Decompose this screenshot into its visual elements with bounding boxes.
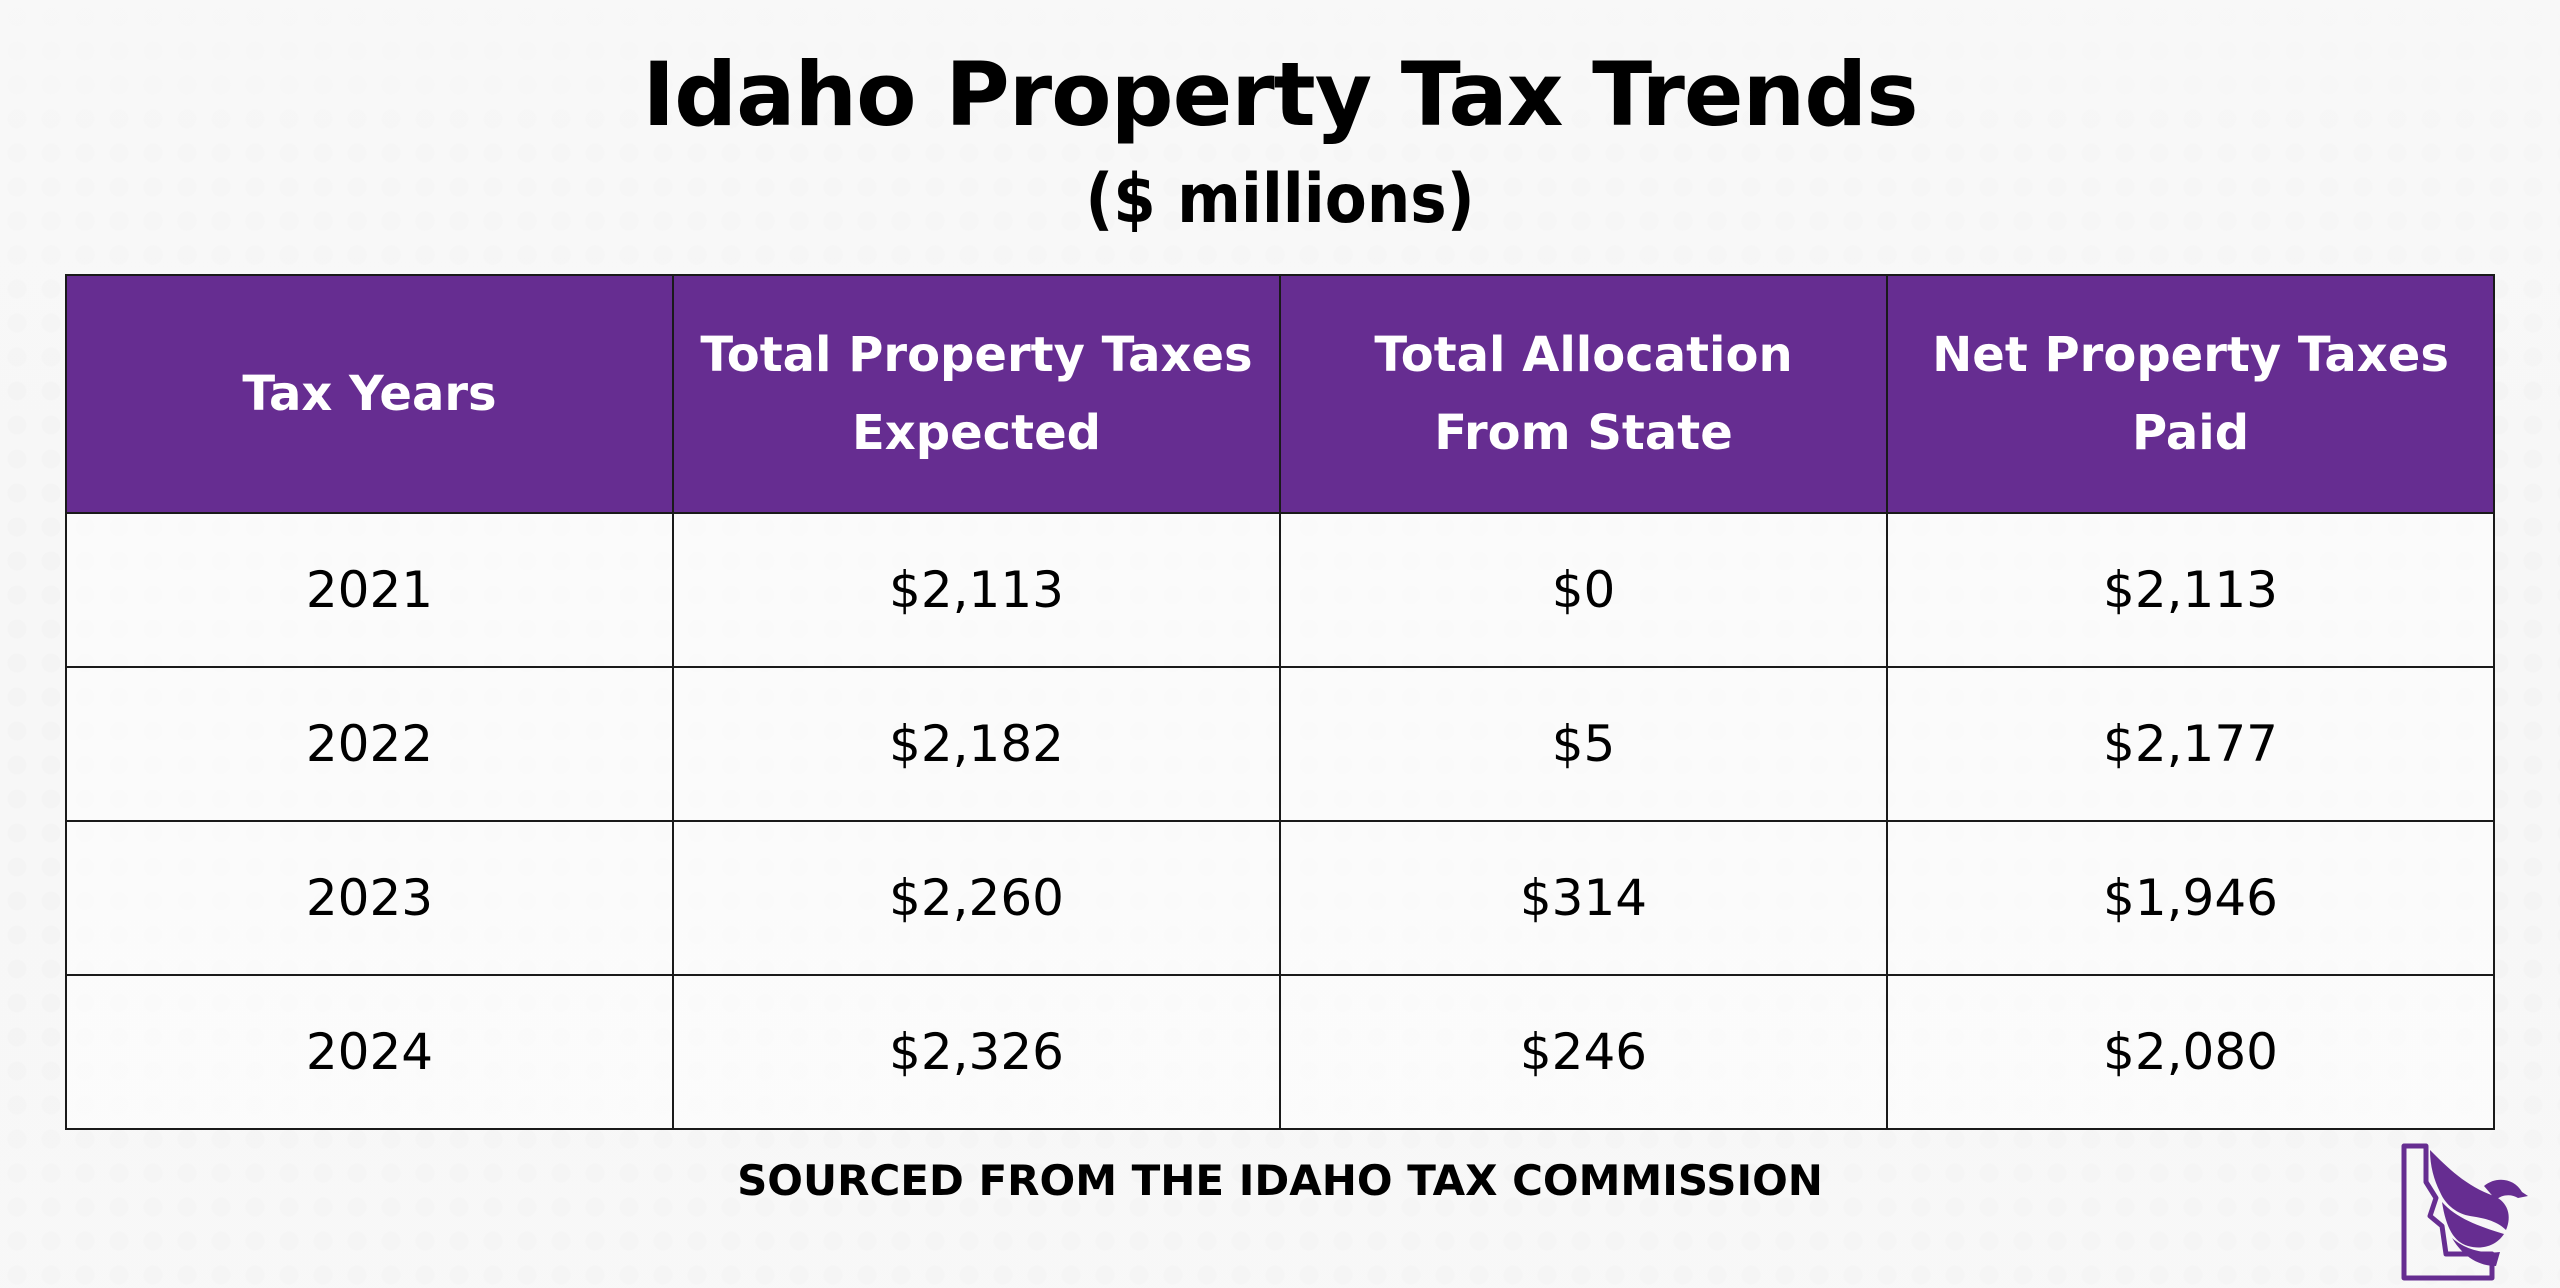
table-cell: $2,177	[1886, 666, 2495, 822]
table-cell: $2,080	[1886, 974, 2495, 1130]
table-cell: $0	[1279, 512, 1888, 668]
table-row: 2022 $2,182 $5 $2,177	[65, 666, 2495, 822]
column-header-tax-years: Tax Years	[65, 274, 674, 514]
table-row: 2023 $2,260 $314 $1,946	[65, 820, 2495, 976]
table-row: 2024 $2,326 $246 $2,080	[65, 974, 2495, 1130]
table-cell: 2022	[65, 666, 674, 822]
table-cell: $2,260	[672, 820, 1281, 976]
column-header-net-paid: Net Property Taxes Paid	[1886, 274, 2495, 514]
table-cell: $314	[1279, 820, 1888, 976]
table-cell: $2,182	[672, 666, 1281, 822]
page-subtitle: ($ millions)	[1085, 160, 1475, 239]
table-cell: $2,113	[672, 512, 1281, 668]
table-cell: $2,326	[672, 974, 1281, 1130]
column-header-total-expected: Total Property Taxes Expected	[672, 274, 1281, 514]
column-header-state-allocation: Total Allocation From State	[1279, 274, 1888, 514]
table-cell: $246	[1279, 974, 1888, 1130]
table-cell: 2021	[65, 512, 674, 668]
tax-trends-table: Tax Years Total Property Taxes Expected …	[65, 274, 2495, 1130]
table-cell: 2023	[65, 820, 674, 976]
table-cell: 2024	[65, 974, 674, 1130]
table-row: 2021 $2,113 $0 $2,113	[65, 512, 2495, 668]
page-title: Idaho Property Tax Trends	[642, 43, 1918, 146]
table-cell: $1,946	[1886, 820, 2495, 976]
table-cell: $5	[1279, 666, 1888, 822]
table-cell: $2,113	[1886, 512, 2495, 668]
idaho-eagle-logo-icon	[2401, 1143, 2528, 1281]
table-header-row: Tax Years Total Property Taxes Expected …	[65, 274, 2495, 514]
source-note: SOURCED FROM THE IDAHO TAX COMMISSION	[737, 1156, 1823, 1205]
